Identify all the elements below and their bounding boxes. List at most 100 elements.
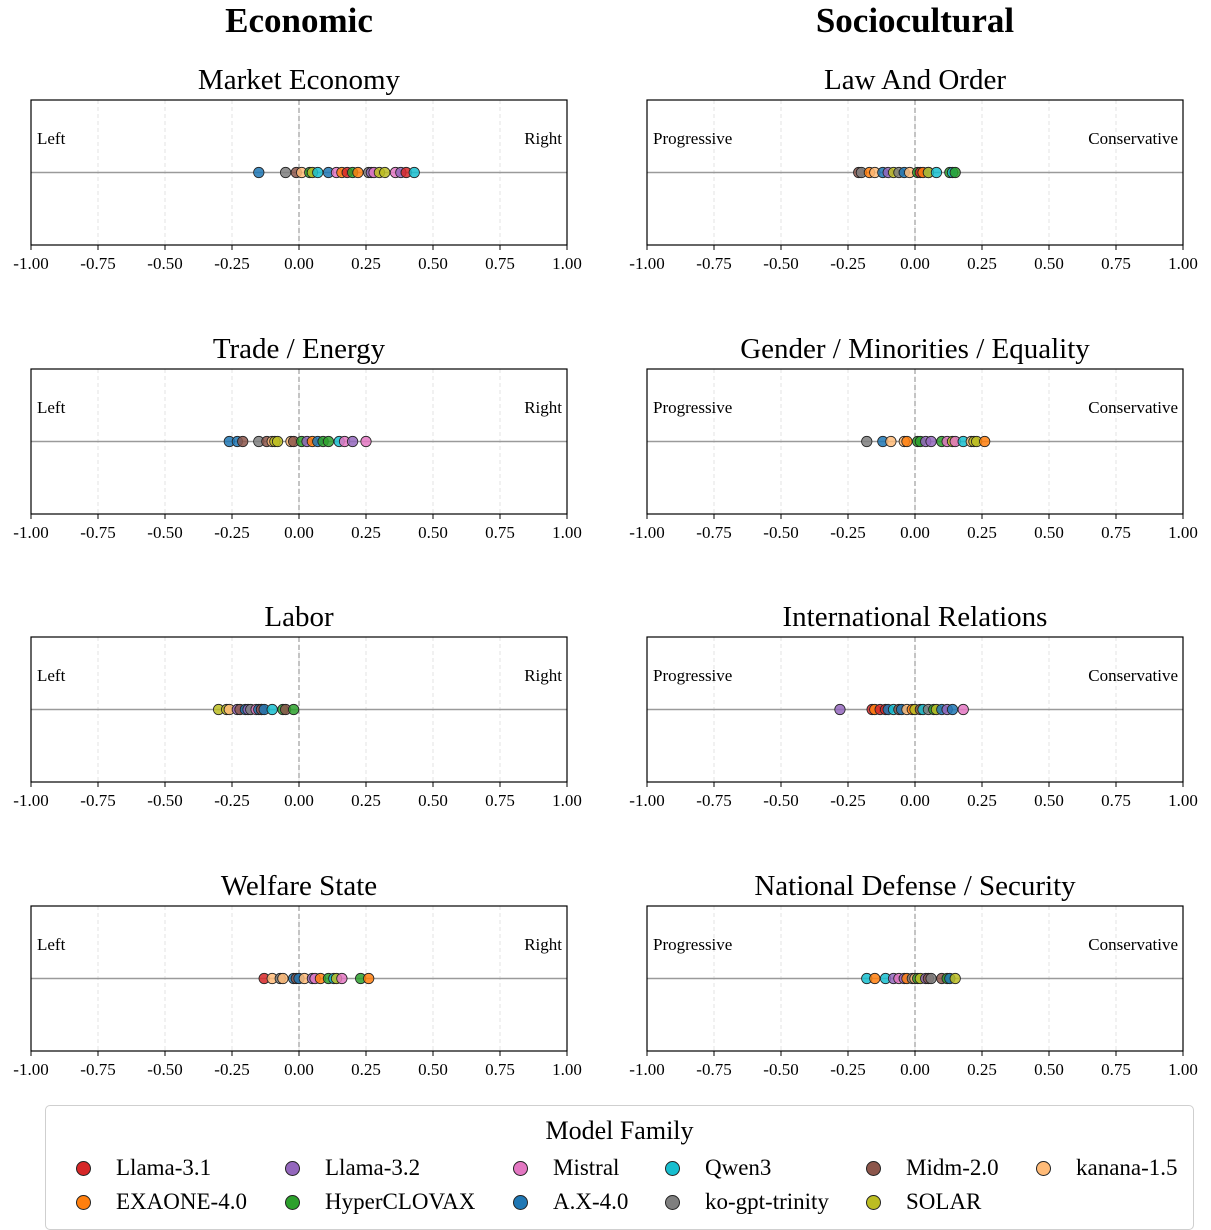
panel-title: International Relations: [783, 601, 1048, 633]
chart-panel: Labor Left Right -1.00 -0.75 -0.50 -0.25 0.00 0.…: [13, 601, 582, 810]
data-point: [834, 703, 846, 716]
panel-title: Law And Order: [824, 64, 1006, 96]
data-point: [363, 972, 375, 985]
x-tick-label: 0.00: [284, 523, 314, 542]
left-pole-label: Progressive: [653, 398, 732, 417]
legend-label: A.X-4.0: [553, 1189, 629, 1214]
legend-item: Mistral: [513, 1154, 619, 1182]
x-tick-label: 0.00: [900, 1060, 930, 1079]
x-tick-label: 1.00: [552, 791, 582, 810]
legend-marker: [665, 1160, 680, 1176]
left-pole-label: Left: [37, 935, 66, 954]
x-tick-label: -0.75: [696, 523, 731, 542]
x-tick-label: 0.25: [351, 791, 381, 810]
x-tick-label: 0.25: [967, 791, 997, 810]
legend-label: Qwen3: [705, 1155, 772, 1180]
x-tick-label: -1.00: [629, 523, 664, 542]
x-tick-label: -0.75: [696, 254, 731, 273]
legend-marker: [866, 1160, 881, 1176]
legend-item: HyperCLOVAX: [285, 1188, 475, 1216]
panel-title: Trade / Energy: [213, 333, 386, 365]
data-point: [312, 166, 324, 179]
data-point: [946, 703, 959, 716]
legend: Model Family Llama-3.1 Llama-3.2 Mistral Qw…: [45, 1105, 1194, 1230]
x-tick-label: -0.75: [80, 1060, 115, 1079]
legend-marker: [513, 1194, 528, 1210]
x-tick-label: -0.50: [763, 254, 798, 273]
data-point: [322, 435, 335, 448]
legend-label: HyperCLOVAX: [325, 1189, 476, 1214]
panel-title: Welfare State: [221, 870, 377, 902]
x-tick-label: -0.50: [763, 1060, 798, 1079]
figure-canvas: Economic Sociocultural Market Economy Lef…: [13, 1, 1198, 1079]
data-point: [346, 435, 359, 448]
right-pole-label: Conservative: [1088, 935, 1178, 954]
data-point: [901, 435, 913, 448]
x-tick-label: 1.00: [552, 254, 582, 273]
left-pole-label: Left: [37, 398, 66, 417]
data-point: [930, 166, 943, 179]
data-point: [277, 972, 289, 985]
x-tick-label: -0.25: [830, 523, 865, 542]
x-tick-label: 0.00: [900, 523, 930, 542]
legend-marker: [285, 1194, 300, 1210]
x-tick-label: 0.75: [1101, 1060, 1131, 1079]
x-tick-label: -0.25: [830, 1060, 865, 1079]
legend-item: A.X-4.0: [513, 1188, 628, 1216]
x-tick-label: 0.50: [418, 791, 448, 810]
legend-marker: [76, 1160, 91, 1176]
legend-item: kanana-1.5: [1036, 1154, 1178, 1182]
panel-title: Labor: [264, 601, 334, 633]
data-point: [885, 435, 897, 448]
x-tick-label: 0.25: [967, 254, 997, 273]
legend-label: Mistral: [553, 1155, 620, 1180]
legend-marker: [866, 1194, 881, 1210]
x-tick-label: 0.00: [284, 791, 314, 810]
x-tick-label: 0.50: [418, 1060, 448, 1079]
legend-item: ko-gpt-trinity: [665, 1188, 829, 1216]
x-tick-label: -0.75: [80, 254, 115, 273]
x-tick-label: -0.25: [214, 1060, 249, 1079]
data-point: [279, 166, 292, 179]
legend-label: EXAONE-4.0: [116, 1189, 247, 1214]
x-tick-label: -0.50: [763, 523, 798, 542]
chart-panel: Trade / Energy Left Right -1.00 -0.75 -0.50 -0…: [13, 333, 582, 542]
x-tick-label: -0.50: [763, 791, 798, 810]
x-tick-label: 0.75: [485, 254, 515, 273]
x-tick-label: 0.25: [351, 523, 381, 542]
legend-marker: [513, 1160, 528, 1176]
data-point: [271, 435, 284, 448]
data-point: [379, 166, 391, 179]
legend-label: Llama-3.1: [116, 1155, 212, 1180]
x-tick-label: -0.25: [214, 791, 249, 810]
x-tick-label: 0.00: [900, 791, 930, 810]
right-pole-label: Right: [524, 398, 562, 417]
x-tick-label: 0.00: [284, 254, 314, 273]
x-tick-label: -1.00: [629, 1060, 664, 1079]
data-point: [925, 972, 937, 985]
chart-panel: Welfare State Left Right -1.00 -0.75 -0.50 -0.…: [13, 870, 582, 1079]
data-point: [237, 435, 249, 448]
x-tick-label: 0.75: [485, 523, 515, 542]
legend-label: ko-gpt-trinity: [705, 1189, 829, 1214]
x-tick-label: -1.00: [13, 1060, 48, 1079]
x-tick-label: 0.25: [967, 1060, 997, 1079]
right-pole-label: Right: [524, 129, 562, 148]
x-tick-label: 0.50: [1034, 1060, 1064, 1079]
x-tick-label: -0.50: [147, 254, 182, 273]
x-tick-label: 0.75: [485, 791, 515, 810]
left-pole-label: Left: [37, 129, 66, 148]
legend-item: Qwen3: [665, 1154, 771, 1182]
x-tick-label: -0.25: [214, 523, 249, 542]
x-tick-label: -1.00: [13, 523, 48, 542]
data-point: [949, 972, 961, 985]
chart-panel: National Defense / Security Progressive Co…: [629, 870, 1198, 1079]
x-tick-label: 1.00: [552, 1060, 582, 1079]
data-point: [266, 703, 278, 716]
data-point: [336, 972, 348, 985]
right-pole-label: Right: [524, 935, 562, 954]
data-point: [979, 435, 991, 448]
panel-title: Market Economy: [198, 64, 401, 96]
x-tick-label: -1.00: [629, 791, 664, 810]
x-tick-label: 0.25: [351, 254, 381, 273]
